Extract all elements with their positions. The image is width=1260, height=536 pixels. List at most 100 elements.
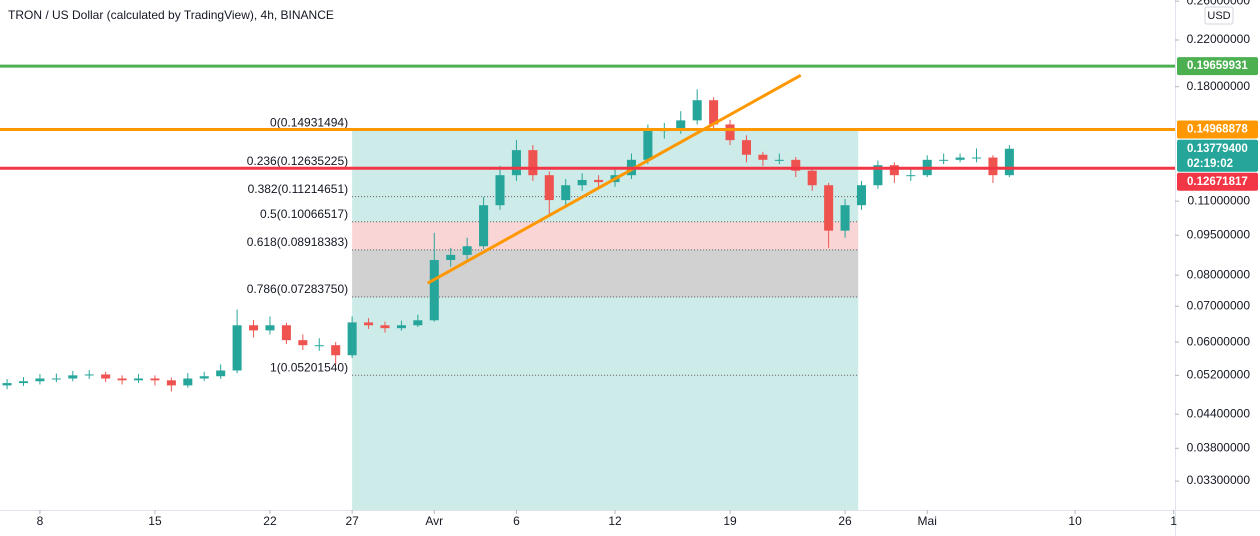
- y-tick-label: 0.11000000: [1187, 193, 1250, 207]
- candle-body: [939, 159, 949, 161]
- x-tick-label: 12: [608, 514, 622, 528]
- candle-body: [840, 205, 850, 231]
- price-countdown: 02:19:02: [1187, 158, 1233, 170]
- x-tick-label: Mai: [918, 514, 937, 528]
- candle-body: [741, 140, 751, 155]
- y-tick-label: 0.22000000: [1187, 32, 1251, 46]
- fib-level-label: 0.618(0.08918383): [247, 235, 348, 249]
- candle-body: [2, 383, 12, 386]
- y-tick-label: 0.26000000: [1187, 0, 1251, 7]
- candle-body: [824, 185, 834, 231]
- y-tick-label: 0.18000000: [1187, 79, 1251, 93]
- candle-body: [101, 374, 111, 379]
- candle-body: [577, 179, 587, 186]
- y-tick-label: 0.06000000: [1187, 334, 1251, 348]
- candle-body: [692, 100, 702, 121]
- fib-level-label: 0.786(0.07283750): [247, 282, 348, 296]
- fib-level-label: 0.236(0.12635225): [247, 154, 348, 168]
- candle-body: [906, 175, 916, 177]
- candle-body: [676, 120, 686, 131]
- candle-body: [331, 345, 341, 356]
- fib-level-label: 0.382(0.11214651): [248, 182, 349, 196]
- candle-body: [413, 320, 423, 326]
- candle-body: [643, 130, 653, 160]
- price-badge: [1177, 57, 1258, 76]
- candle-body: [249, 325, 259, 331]
- price-badge-label: 0.19659931: [1187, 60, 1248, 72]
- candle-body: [955, 157, 965, 160]
- candle-body: [889, 165, 899, 176]
- candle-body: [758, 154, 768, 160]
- x-tick-label: 6: [513, 514, 520, 528]
- candle-body: [462, 246, 472, 255]
- fib-zone: [352, 297, 859, 376]
- candle-body: [133, 378, 144, 381]
- candle-body: [281, 325, 291, 341]
- candle-body: [183, 378, 193, 386]
- x-tick-label: 15: [148, 514, 162, 528]
- candle-body: [479, 205, 489, 247]
- candle-body: [594, 179, 604, 183]
- price-badge-label: 0.13779400: [1187, 143, 1248, 155]
- candle-body: [265, 325, 275, 331]
- candle-body: [791, 159, 801, 171]
- trendline: [426, 74, 802, 285]
- candle-body: [429, 260, 439, 321]
- fib-level-label: 1(0.05201540): [270, 360, 348, 374]
- candle-body: [232, 325, 242, 371]
- candle-body: [216, 370, 226, 377]
- price-badge: [1177, 172, 1258, 191]
- y-tick-label: 0.05200000: [1187, 368, 1251, 382]
- candle-body: [807, 170, 817, 186]
- candle-body: [150, 378, 160, 381]
- fib-level-label: 0(0.14931494): [270, 115, 348, 129]
- y-tick-label: 0.03800000: [1187, 440, 1251, 454]
- plot-area: 0(0.14931494) 0.236(0.12635225) 0.382(0.11…: [0, 64, 1175, 510]
- fib-level-label: 0.5(0.10066517): [260, 207, 348, 221]
- candle-body: [774, 159, 784, 161]
- candle-body: [511, 150, 521, 176]
- candle-body: [709, 100, 719, 125]
- candle-body: [544, 175, 554, 201]
- candle-body: [117, 378, 127, 381]
- candle-body: [1004, 148, 1014, 176]
- candle-body: [199, 376, 209, 379]
- price-badge-label: 0.12671817: [1187, 176, 1248, 188]
- currency-label: USD: [1207, 10, 1230, 22]
- candle-body: [495, 175, 505, 206]
- candle-body: [561, 185, 571, 201]
- price-badge: [1177, 139, 1258, 172]
- fib-zone: [352, 130, 859, 169]
- candle-body: [446, 254, 456, 261]
- fib-zone: [352, 196, 859, 222]
- candle-body: [396, 325, 406, 329]
- candle-body: [84, 374, 94, 376]
- x-tick-label: 27: [345, 514, 359, 528]
- candle-body: [528, 150, 538, 176]
- y-tick-label: 0.08000000: [1187, 267, 1251, 281]
- y-tick-label: 0.09500000: [1187, 227, 1251, 241]
- price-badge: [1177, 120, 1258, 139]
- fib-zone: [352, 249, 859, 298]
- y-tick-label: 0.07000000: [1187, 298, 1251, 312]
- candle-body: [18, 381, 29, 384]
- candle-body: [314, 345, 324, 347]
- x-tick-label: 10: [1068, 514, 1082, 528]
- fib-zone: [352, 375, 859, 510]
- y-tick-label: 0.03300000: [1187, 473, 1251, 487]
- x-tick-label: Avr: [425, 514, 443, 528]
- currency-box: [1204, 6, 1234, 25]
- x-tick-label: 1: [1170, 514, 1177, 528]
- fib-zone: [352, 221, 859, 250]
- candle-body: [856, 185, 867, 206]
- candle-body: [725, 124, 735, 141]
- candle-body: [971, 157, 982, 159]
- candle-body: [35, 378, 45, 382]
- candle-body: [988, 157, 998, 176]
- candle-body: [166, 380, 176, 386]
- candle-body: [68, 375, 78, 379]
- candle-body: [380, 325, 390, 329]
- candle-body: [873, 165, 883, 186]
- y-tick-label: 0.04400000: [1187, 406, 1251, 420]
